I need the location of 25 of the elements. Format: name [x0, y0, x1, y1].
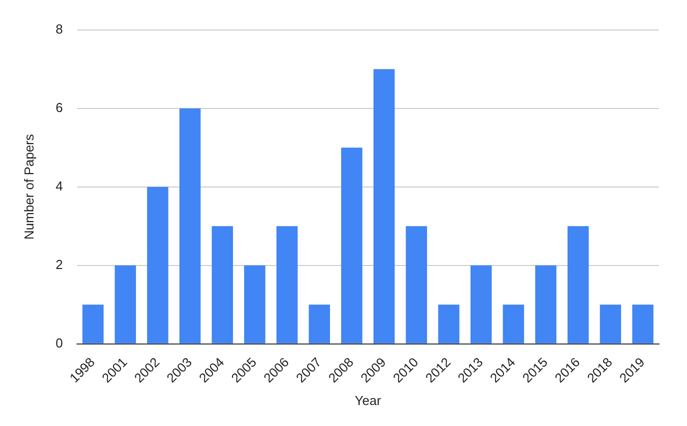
bar	[373, 69, 395, 344]
y-axis-title: Number of Papers	[21, 134, 36, 240]
bar	[212, 226, 233, 344]
bar	[308, 304, 330, 344]
y-tick-label: 4	[56, 178, 63, 194]
bar	[438, 304, 460, 344]
bar	[470, 265, 492, 344]
bar	[341, 148, 362, 344]
bar	[568, 226, 589, 344]
bar	[502, 304, 524, 344]
bar	[147, 186, 168, 344]
bar	[406, 226, 428, 344]
bar	[82, 304, 104, 344]
bar	[244, 265, 266, 344]
bar	[179, 108, 201, 344]
y-tick-label: 6	[56, 100, 63, 115]
bar	[600, 304, 622, 344]
y-tick-label: 2	[56, 256, 63, 272]
x-axis-title: Year	[354, 392, 382, 408]
bar	[114, 265, 136, 344]
y-tick-label: 0	[56, 336, 63, 350]
bar	[276, 226, 298, 344]
bar	[632, 304, 654, 344]
bar	[535, 265, 556, 344]
y-tick-label: 8	[56, 21, 63, 36]
